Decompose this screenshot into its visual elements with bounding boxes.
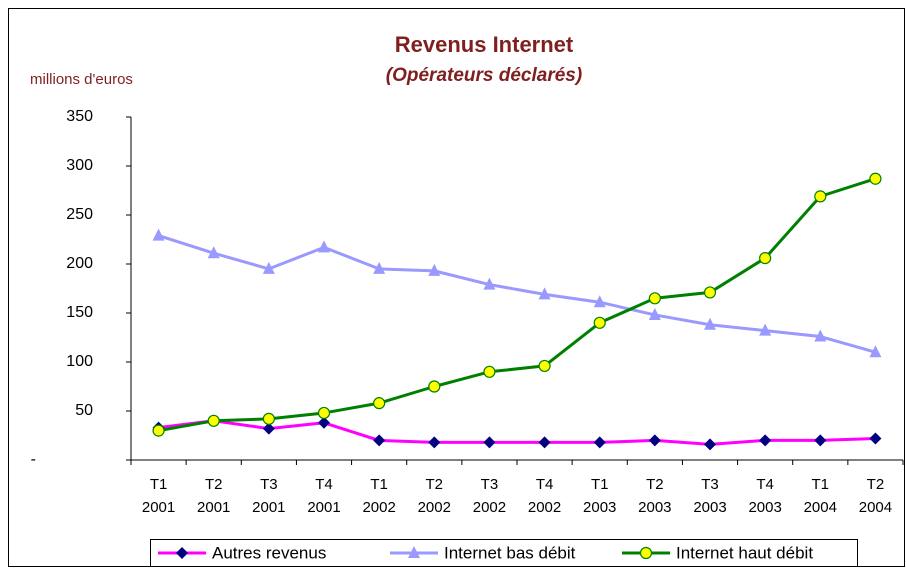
x-tick-label: T4	[756, 476, 774, 493]
point	[538, 359, 551, 373]
point	[207, 414, 220, 427]
chart-title: Revenus Internet	[395, 32, 574, 57]
point	[593, 436, 606, 449]
y-tick-label: 150	[66, 304, 93, 321]
legend-label: Autres revenus	[212, 543, 326, 562]
point	[262, 412, 275, 425]
x-tick-label: 2004	[859, 499, 892, 516]
x-tick-label: 2001	[252, 499, 285, 516]
y-tick-label: -	[31, 451, 36, 468]
y-tick-label: 100	[66, 353, 93, 370]
point	[373, 434, 386, 447]
series-line	[158, 234, 876, 354]
point	[648, 434, 661, 447]
x-tick-label: T3	[260, 476, 278, 493]
point	[538, 287, 551, 300]
point	[759, 252, 772, 265]
point	[648, 292, 661, 305]
point	[317, 406, 331, 420]
x-tick-label: T1	[812, 476, 830, 493]
y-tick-label: 250	[66, 206, 93, 223]
x-tick-label: 2003	[693, 499, 726, 516]
point	[262, 261, 275, 274]
x-tick-label: 2003	[638, 499, 671, 516]
x-tick-label: T1	[150, 476, 168, 493]
point	[318, 416, 330, 429]
x-tick-label: 2002	[473, 499, 506, 516]
point	[869, 432, 882, 445]
point	[152, 424, 165, 437]
point	[704, 438, 716, 451]
x-tick-label: T2	[867, 476, 885, 493]
x-tick-label: T2	[426, 476, 444, 493]
point	[814, 190, 827, 203]
legend-label: Internet haut débit	[676, 543, 813, 562]
x-tick-label: 2002	[528, 499, 561, 516]
series-line	[158, 177, 876, 433]
series-line	[158, 419, 876, 446]
legend-box	[150, 539, 858, 567]
x-tick-label: 2002	[362, 499, 395, 516]
y-tick-label: 50	[75, 402, 93, 419]
point	[704, 317, 716, 330]
x-tick-label: T3	[481, 476, 499, 493]
point	[869, 172, 882, 185]
chart-subtitle: (Opérateurs déclarés)	[386, 65, 582, 86]
y-axis-label: millions d'euros	[30, 71, 133, 88]
point	[373, 261, 386, 274]
x-tick-label: 2001	[197, 499, 230, 516]
x-tick-label: T1	[591, 476, 609, 493]
point	[593, 295, 606, 308]
point	[176, 547, 188, 559]
x-tick-label: T3	[701, 476, 719, 493]
point	[538, 436, 551, 449]
x-tick-label: T2	[646, 476, 664, 493]
x-tick-label: 2003	[748, 499, 781, 516]
point	[483, 436, 496, 449]
point	[759, 434, 772, 447]
x-tick-label: 2001	[142, 499, 175, 516]
point	[262, 422, 275, 435]
point	[207, 246, 220, 259]
point	[483, 277, 496, 290]
point	[428, 380, 441, 393]
point	[483, 365, 496, 378]
point	[814, 434, 827, 447]
x-tick-label: T2	[205, 476, 223, 493]
point	[428, 263, 441, 276]
point	[639, 546, 653, 560]
x-tick-label: T4	[315, 476, 333, 493]
point	[759, 323, 772, 336]
y-tick-label: 350	[66, 108, 93, 125]
point	[408, 546, 420, 558]
point	[869, 345, 882, 358]
point	[648, 307, 661, 320]
point	[814, 329, 827, 342]
point	[152, 228, 165, 241]
x-tick-label: 2001	[307, 499, 340, 516]
point	[593, 316, 606, 329]
y-tick-label: 200	[66, 255, 93, 272]
x-tick-label: 2002	[418, 499, 451, 516]
point	[373, 397, 386, 410]
legend-label: Internet bas débit	[444, 543, 576, 562]
y-tick-label: 300	[66, 157, 93, 174]
x-tick-label: 2003	[583, 499, 616, 516]
x-tick-label: T1	[370, 476, 388, 493]
point	[428, 436, 441, 449]
point	[318, 240, 330, 253]
x-tick-label: T4	[536, 476, 554, 493]
x-tick-label: 2004	[804, 499, 837, 516]
point	[703, 286, 717, 299]
